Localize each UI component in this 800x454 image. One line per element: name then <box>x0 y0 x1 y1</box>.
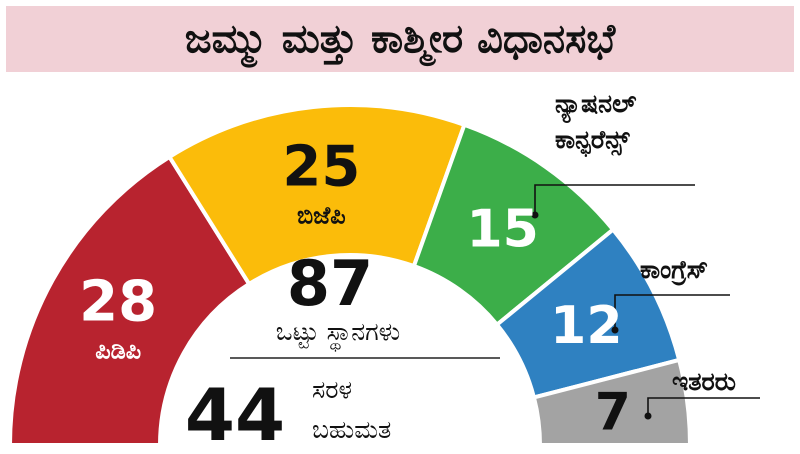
connector-others <box>647 397 760 416</box>
value-label-nc: 15 <box>466 199 538 259</box>
majority-value: 44 <box>185 373 285 454</box>
connector-congress <box>614 294 730 330</box>
title-bar: ಜಮ್ಮು ಮತ್ತು ಕಾಶ್ಮೀರ ವಿಧಾನಸಭೆ <box>6 6 794 72</box>
connector-nc <box>534 184 695 215</box>
value-label-congress: 12 <box>550 296 622 356</box>
segment-others <box>531 357 693 447</box>
total-label: ಒಟ್ಟು ಸ್ಥಾನಗಳು <box>276 317 400 353</box>
majority-label-line1: ಸರಳ <box>312 375 352 404</box>
connectors-group <box>531 184 760 420</box>
segments-group <box>7 103 693 447</box>
value-label-pdp: 28 <box>79 270 157 335</box>
connector-dot-congress <box>611 326 619 334</box>
category-label-nc: ನ್ಯಾಷನಲ್ ಕಾನ್ಫರೆನ್ಸ್ <box>555 89 637 157</box>
connector-dot-nc <box>531 211 539 219</box>
chart-title: ಜಮ್ಮು ಮತ್ತು ಕಾಶ್ಮೀರ ವಿಧಾನಸಭೆ <box>184 16 616 62</box>
category-label-congress: ಕಾಂಗ್ರೆಸ್ <box>640 255 708 286</box>
category-label-others: ಇತರರು <box>672 367 736 396</box>
category-label-pdp: ಪಿಡಿಪಿ <box>95 337 141 365</box>
value-label-others: 7 <box>595 383 631 443</box>
segment-pdp <box>7 154 252 447</box>
total-value: 87 <box>287 247 373 320</box>
segment-bjp <box>166 103 467 287</box>
value-label-bjp: 25 <box>282 135 360 200</box>
connector-dot-others <box>644 412 652 420</box>
majority-label-line2: ಬಹುಮತ <box>312 415 391 444</box>
category-label-bjp: ಬಿಜೆಪಿ <box>297 202 346 230</box>
